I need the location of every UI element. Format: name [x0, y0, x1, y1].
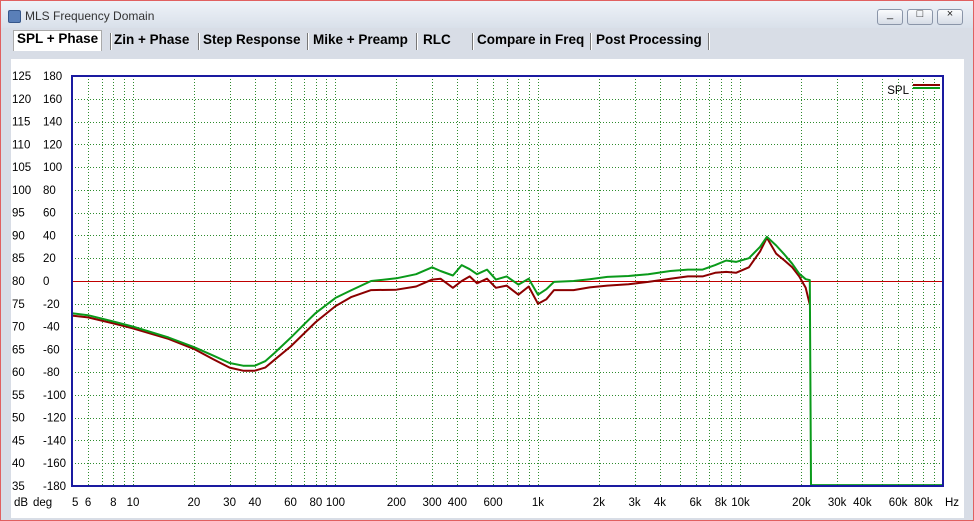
y-tick-label-db: 100: [12, 185, 31, 197]
tab-zin-phase[interactable]: Zin + Phase: [114, 32, 190, 47]
x-tick-label: 4k: [654, 497, 666, 509]
y-tick-label-db: 90: [12, 230, 25, 242]
x-tick-label: 10k: [731, 497, 750, 509]
y-tick-label-db: 65: [12, 344, 25, 356]
x-tick-label: 6k: [689, 497, 701, 509]
y-tick-label-db: 80: [12, 276, 25, 288]
tab-compare-in-freq[interactable]: Compare in Freq: [477, 32, 585, 47]
x-tick-label: 5: [72, 497, 78, 509]
y-tick-label-deg: 160: [43, 94, 62, 106]
x-tick-label: 10: [127, 497, 140, 509]
x-tick-label: 80: [309, 497, 322, 509]
y-tick-label-deg: -160: [43, 458, 66, 470]
y-tick-label-db: 105: [12, 162, 31, 174]
maximize-button[interactable]: □: [907, 8, 933, 25]
app-icon: [8, 10, 21, 23]
y-tick-label-deg: -80: [43, 367, 60, 379]
tab-divider: [307, 33, 308, 50]
y-tick-label-deg: -20: [43, 299, 60, 311]
window-title: MLS Frequency Domain: [25, 9, 155, 23]
series-line-red: [71, 236, 811, 372]
y-tick-label-deg: 100: [43, 162, 62, 174]
y-tick-label-db: 55: [12, 390, 25, 402]
x-tick-label: 200: [387, 497, 406, 509]
x-tick-label: 600: [483, 497, 502, 509]
y-tick-label-db: 95: [12, 208, 25, 220]
y-tick-label-db: 70: [12, 322, 25, 334]
y-tick-label-deg: 120: [43, 139, 62, 151]
y-tick-label-deg: 40: [43, 230, 56, 242]
minimize-icon: _: [886, 8, 894, 20]
x-tick-label: 40k: [853, 497, 872, 509]
y-tick-label-deg: -180: [43, 481, 66, 493]
tab-divider: [590, 33, 591, 50]
minimize-button[interactable]: _: [877, 8, 903, 25]
y-tick-label-db: 35: [12, 481, 25, 493]
y-tick-label-db: 85: [12, 253, 25, 265]
y-tick-label-db: 45: [12, 435, 25, 447]
y-tick-label-db: 75: [12, 299, 25, 311]
x-tick-label: 60: [284, 497, 297, 509]
y-tick-label-db: 115: [12, 117, 30, 129]
x-tick-label: 3k: [629, 497, 641, 509]
legend-label: SPL: [887, 85, 909, 97]
x-tick-label: 40: [248, 497, 261, 509]
y-tick-label-deg: -40: [43, 322, 60, 334]
tab-divider: [198, 33, 199, 50]
y-tick-label-deg: 0: [43, 276, 49, 288]
x-tick-label: Hz: [945, 497, 959, 509]
x-tick-label: 30: [223, 497, 236, 509]
tab-rlc[interactable]: RLC: [423, 32, 451, 47]
y-tick-label-deg: 60: [43, 208, 56, 220]
tab-divider: [416, 33, 417, 50]
y-tick-label-db: 110: [12, 139, 30, 151]
tab-post-processing[interactable]: Post Processing: [596, 32, 702, 47]
x-tick-label: 300: [422, 497, 441, 509]
tab-divider: [708, 33, 709, 50]
plot-border: [71, 75, 944, 487]
y-tick-label-db: 60: [12, 367, 25, 379]
y-tick-label-deg: 20: [43, 253, 56, 265]
y-tick-label-deg: -100: [43, 390, 66, 402]
series-line-green: [71, 235, 943, 487]
y-tick-label-deg: -140: [43, 435, 66, 447]
y-tick-label-deg: 180: [43, 71, 62, 83]
tab-spl-phase[interactable]: SPL + Phase: [13, 30, 103, 51]
x-tick-label: 20k: [792, 497, 811, 509]
tab-mike-preamp[interactable]: Mike + Preamp: [313, 32, 408, 47]
x-tick-label: 8: [110, 497, 116, 509]
x-tick-label: 20: [188, 497, 201, 509]
title-bar: MLS Frequency Domain _ □ ×: [1, 1, 973, 28]
x-tick-label: 30k: [828, 497, 847, 509]
y-tick-label-db: 120: [12, 94, 31, 106]
x-tick-label: 400: [448, 497, 467, 509]
y-unit-label-db: dB: [14, 497, 28, 509]
spl-phase-chart-panel: 125 180 120 160 115 140 110 120 105 100 100 80 95 60 9…: [11, 59, 964, 518]
y-tick-label-deg: -120: [43, 413, 66, 425]
y-tick-label-db: 40: [12, 458, 25, 470]
y-unit-label-deg: deg: [33, 497, 52, 509]
close-button[interactable]: ×: [937, 8, 963, 25]
x-tick-label: 6: [85, 497, 91, 509]
y-tick-label-deg: -60: [43, 344, 60, 356]
tab-divider: [110, 33, 111, 50]
x-tick-label: 1k: [532, 497, 544, 509]
x-tick-label: 60k: [889, 497, 908, 509]
tab-step-response[interactable]: Step Response: [203, 32, 301, 47]
y-tick-label-db: 50: [12, 413, 25, 425]
maximize-icon: □: [916, 8, 924, 20]
x-tick-label: 8k: [715, 497, 727, 509]
close-icon: ×: [946, 8, 954, 20]
legend: SPL: [887, 84, 940, 97]
x-tick-label: 100: [326, 497, 345, 509]
tab-divider: [472, 33, 473, 50]
x-tick-label: 80k: [914, 497, 933, 509]
y-tick-label-deg: 140: [43, 117, 62, 129]
y-tick-label-deg: 80: [43, 185, 56, 197]
x-tick-label: 2k: [593, 497, 605, 509]
y-tick-label-db: 125: [12, 71, 31, 83]
